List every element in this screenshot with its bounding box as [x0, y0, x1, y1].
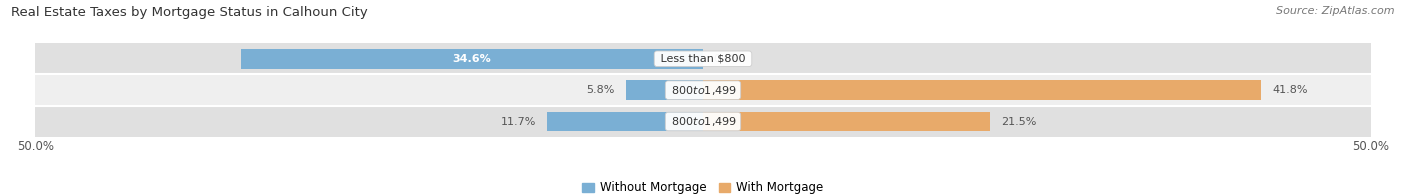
Bar — [626, 80, 703, 100]
Bar — [240, 49, 703, 69]
Text: $800 to $1,499: $800 to $1,499 — [668, 115, 738, 128]
Text: 0.0%: 0.0% — [714, 54, 742, 64]
Text: 11.7%: 11.7% — [501, 116, 536, 127]
Bar — [35, 43, 1371, 74]
Bar — [703, 80, 1261, 100]
Text: $800 to $1,499: $800 to $1,499 — [668, 84, 738, 97]
Text: Real Estate Taxes by Mortgage Status in Calhoun City: Real Estate Taxes by Mortgage Status in … — [11, 6, 368, 19]
Bar — [35, 106, 1371, 137]
Text: 41.8%: 41.8% — [1272, 85, 1308, 95]
Text: 5.8%: 5.8% — [586, 85, 614, 95]
Text: 21.5%: 21.5% — [1001, 116, 1036, 127]
Legend: Without Mortgage, With Mortgage: Without Mortgage, With Mortgage — [578, 177, 828, 196]
Text: 34.6%: 34.6% — [453, 54, 491, 64]
Bar — [703, 112, 990, 131]
Bar — [547, 112, 703, 131]
Text: Source: ZipAtlas.com: Source: ZipAtlas.com — [1277, 6, 1395, 16]
Text: Less than $800: Less than $800 — [657, 54, 749, 64]
Bar — [35, 74, 1371, 106]
